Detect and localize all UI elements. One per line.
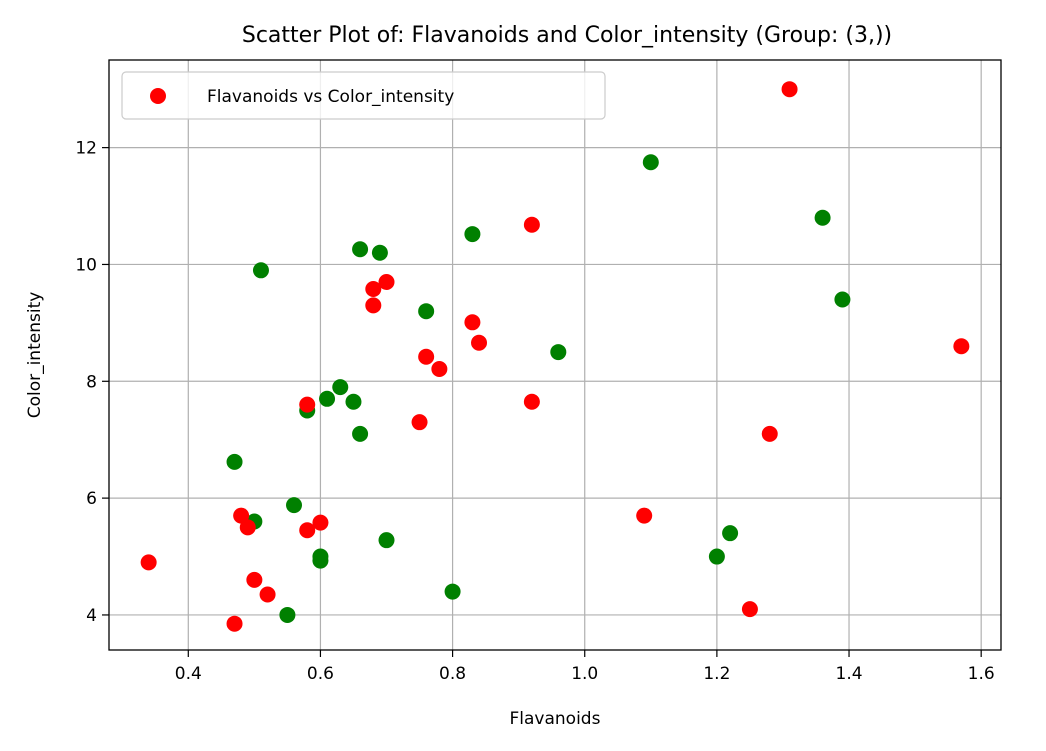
scatter-point (523, 216, 540, 233)
legend: Flavanoids vs Color_intensity (121, 71, 606, 120)
scatter-point (252, 262, 269, 279)
scatter-point (226, 615, 243, 632)
chart-title: Scatter Plot of: Flavanoids and Color_in… (242, 23, 892, 48)
scatter-point (444, 583, 461, 600)
scatter-point (345, 393, 362, 410)
scatter-point (352, 241, 369, 258)
y-tick-label: 4 (86, 606, 97, 626)
points-layer (140, 81, 970, 632)
scatter-point (312, 552, 329, 569)
scatter-point (259, 586, 276, 603)
legend-box (121, 71, 606, 120)
legend-label: Flavanoids vs Color_intensity (207, 87, 454, 107)
x-axis-label: Flavanoids (510, 709, 601, 729)
x-tick-label: 0.6 (307, 664, 334, 684)
scatter-point (365, 297, 382, 314)
y-tick-label: 12 (75, 139, 97, 159)
scatter-point (741, 601, 758, 618)
scatter-point (378, 532, 395, 549)
scatter-point (286, 497, 303, 514)
scatter-point (332, 379, 349, 396)
scatter-point (418, 303, 435, 320)
x-tick-label: 0.4 (175, 664, 202, 684)
scatter-point (814, 209, 831, 226)
y-tick-label: 10 (75, 255, 97, 275)
scatter-point (319, 390, 336, 407)
scatter-point (239, 519, 256, 536)
scatter-point (312, 514, 329, 531)
scatter-point (418, 348, 435, 365)
scatter-point (371, 244, 388, 261)
scatter-point (365, 280, 382, 297)
scatter-point (299, 522, 316, 539)
scatter-point (464, 226, 481, 243)
y-tick-label: 6 (86, 489, 97, 509)
scatter-point (781, 81, 798, 98)
x-tick-label: 0.8 (439, 664, 466, 684)
scatter-point (246, 571, 263, 588)
scatter-point (352, 425, 369, 442)
plot-frame (108, 59, 1002, 651)
scatter-point (708, 548, 725, 565)
scatter-point (642, 154, 659, 171)
scatter-point (722, 525, 739, 542)
scatter-point (834, 291, 851, 308)
scatter-point (299, 396, 316, 413)
scatter-point (761, 425, 778, 442)
scatter-point (226, 453, 243, 470)
scatter-point (464, 314, 481, 331)
scatter-point (550, 344, 567, 361)
legend-marker (150, 88, 166, 104)
y-axis-label: Color_intensity (25, 292, 45, 419)
scatter-point (279, 606, 296, 623)
ticks-layer: 0.4 0.6 0.8 1.0 1.2 1.4 1.6 4 6 8 10 12 (75, 139, 994, 684)
scatter-point (378, 273, 395, 290)
scatter-point (523, 393, 540, 410)
scatter-point (411, 414, 428, 431)
scatter-point (431, 361, 448, 378)
scatter-point (953, 338, 970, 355)
y-tick-label: 8 (86, 372, 97, 392)
scatter-point (636, 507, 653, 524)
x-tick-label: 1.0 (571, 664, 598, 684)
scatter-point (233, 507, 250, 524)
x-tick-label: 1.4 (836, 664, 863, 684)
x-tick-label: 1.2 (703, 664, 730, 684)
x-tick-label: 1.6 (968, 664, 995, 684)
scatter-point (140, 554, 157, 571)
scatter-point (471, 334, 488, 351)
